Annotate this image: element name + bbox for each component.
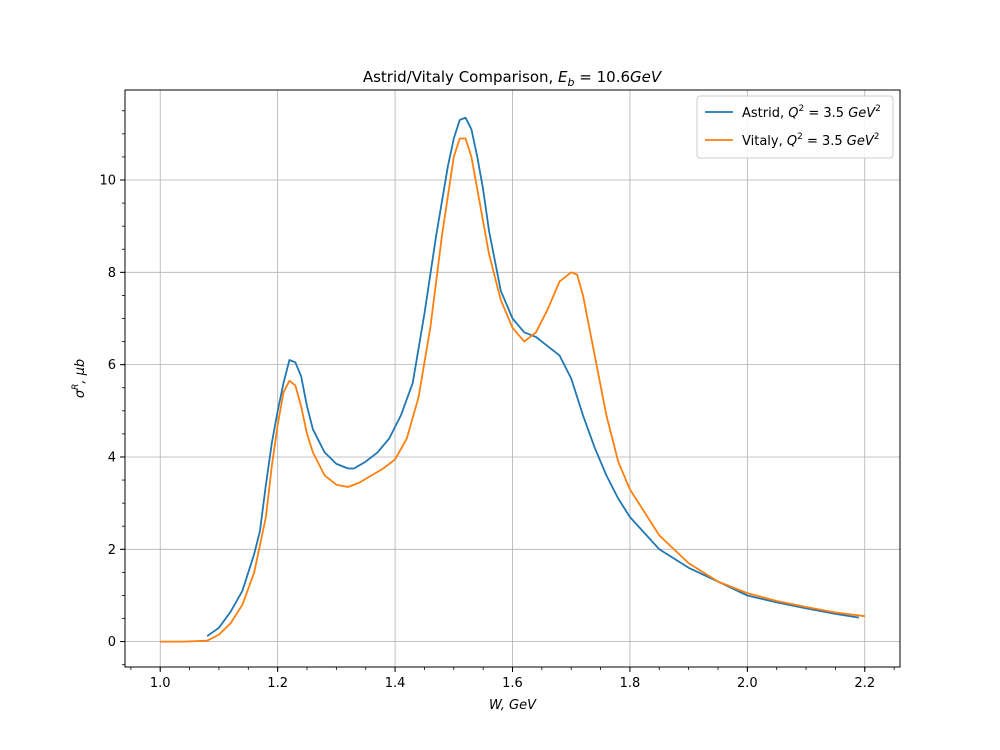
grid bbox=[125, 90, 900, 667]
x-tick-label-1: 1.2 bbox=[267, 676, 288, 691]
y-tick-label-5: 10 bbox=[99, 174, 116, 189]
x-tick-label-5: 2.0 bbox=[737, 676, 758, 691]
x-tick-label-3: 1.6 bbox=[502, 676, 523, 691]
legend: Astrid, Q2 = 3.5 GeV2 Vitaly, Q2 = 3.5 Ge… bbox=[696, 95, 894, 159]
y-tick-label-1: 2 bbox=[108, 543, 116, 558]
plot-lines bbox=[160, 116, 865, 643]
y-tick-label-4: 8 bbox=[108, 266, 116, 281]
y-tick-label-3: 6 bbox=[108, 358, 116, 373]
series-line-0 bbox=[206, 116, 860, 637]
x-axis-label: W, GeV bbox=[489, 698, 537, 713]
legend-box bbox=[696, 95, 894, 159]
x-tick-label-0: 1.0 bbox=[150, 676, 171, 691]
y-tick-label-2: 4 bbox=[108, 450, 116, 465]
x-tick-label-2: 1.4 bbox=[385, 676, 406, 691]
series-line-1 bbox=[160, 137, 865, 643]
x-tick-label-6: 2.2 bbox=[854, 676, 875, 691]
y-tick-label-0: 0 bbox=[108, 635, 116, 650]
legend-label-0: Astrid, Q2 = 3.5 GeV2 bbox=[742, 104, 881, 121]
chart-title: Astrid/Vitaly Comparison, Eb = 10.6GeV bbox=[363, 68, 663, 89]
axis-ticks: 1.0 1.2 1.4 1.6 1.8 2.0 2.2 0 2 4 6 8 10 bbox=[99, 110, 895, 691]
legend-label-1: Vitaly, Q2 = 3.5 GeV2 bbox=[742, 132, 880, 149]
y-axis-label: σR, μb bbox=[71, 359, 88, 398]
x-tick-label-4: 1.8 bbox=[620, 676, 641, 691]
